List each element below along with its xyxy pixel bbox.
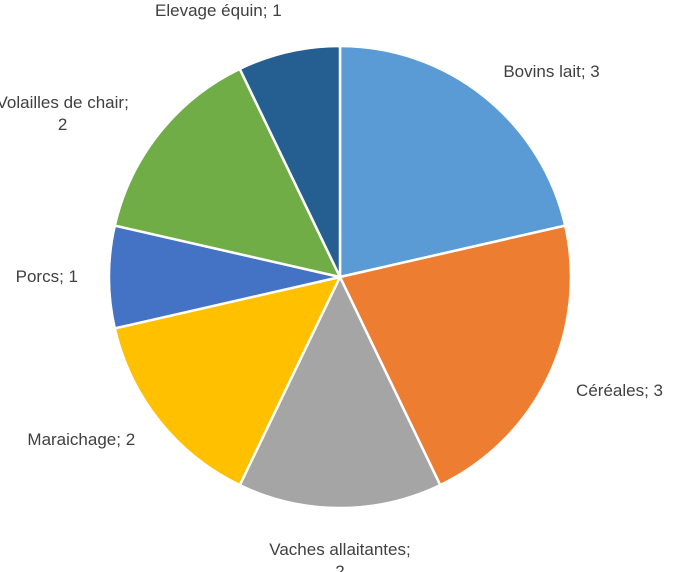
value-label: 2: [125, 430, 136, 450]
category-name: Céréales: [576, 380, 645, 400]
pie-slice: [338, 44, 567, 279]
value-label: 1: [272, 0, 282, 20]
data-label: Porcs; 1: [16, 266, 78, 288]
data-label: Bovins lait; 3: [503, 61, 599, 83]
data-label: Céréales; 3: [576, 380, 663, 402]
value-label: 3: [590, 62, 600, 82]
pie-slice: [113, 275, 343, 487]
separator: ;: [262, 0, 273, 20]
separator: ;: [405, 540, 416, 559]
category-name: Volailles de chair: [0, 92, 125, 112]
pie-slice: [238, 44, 342, 278]
value-label: 2: [335, 562, 345, 572]
data-label: Maraichage; 2: [27, 429, 135, 451]
separator: ;: [644, 380, 654, 400]
data-label: Elevage équin; 1: [155, 0, 282, 22]
value-label: 3: [653, 380, 664, 400]
value-label: 1: [68, 267, 78, 286]
separator: ;: [116, 430, 126, 450]
pie-slice: [107, 224, 341, 330]
separator: ;: [124, 92, 134, 112]
category-name: Elevage équin: [155, 0, 263, 20]
pie-slice: [238, 274, 442, 510]
pie-slice: [113, 67, 343, 279]
data-label: Vaches allaitantes; 2: [268, 539, 413, 572]
separator: ;: [580, 62, 591, 82]
category-name: Porcs: [15, 267, 60, 286]
category-name: Bovins lait: [503, 62, 581, 82]
data-label: Volailles de chair; 2: [0, 92, 135, 136]
category-name: Vaches allaitantes: [269, 540, 406, 559]
value-label: 2: [57, 114, 68, 134]
separator: ;: [59, 267, 69, 286]
category-name: Maraichage: [27, 430, 117, 450]
pie-slice: [338, 224, 573, 487]
